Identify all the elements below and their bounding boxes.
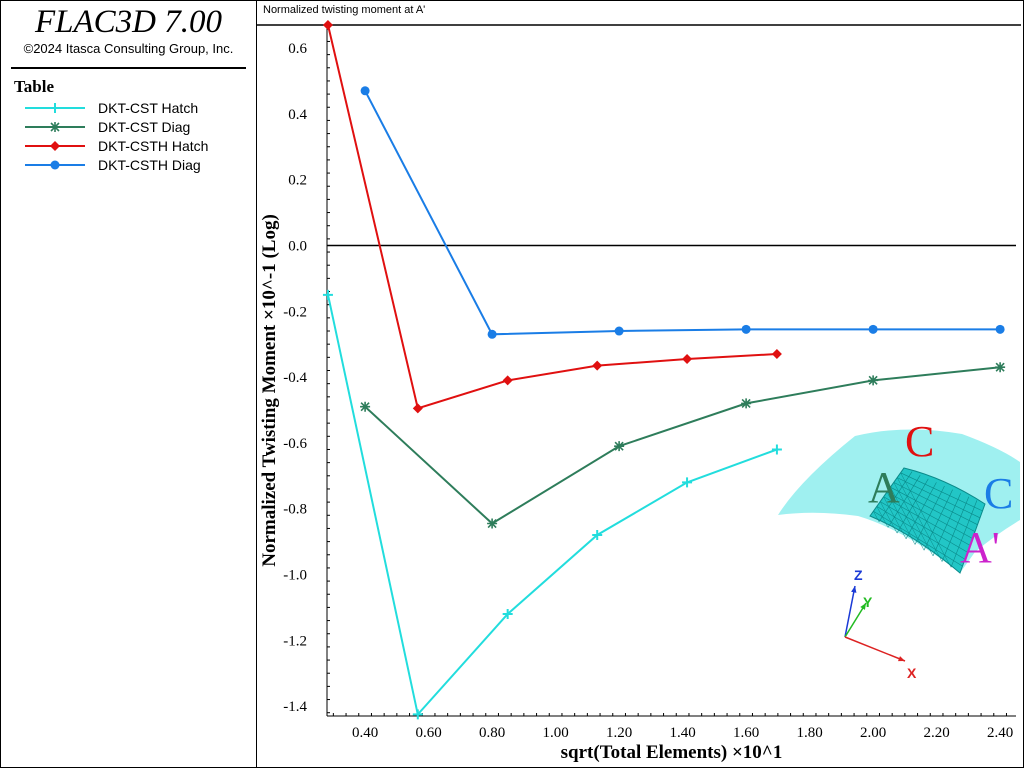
data-point bbox=[322, 289, 333, 300]
data-point bbox=[868, 375, 879, 386]
data-point bbox=[592, 530, 603, 541]
data-point bbox=[995, 362, 1006, 373]
mesh-patch bbox=[869, 467, 986, 574]
x-tick-label: 0.40 bbox=[352, 725, 378, 741]
legend-swatch bbox=[25, 103, 85, 113]
data-point bbox=[741, 398, 752, 409]
inset-point-label: A' bbox=[960, 523, 1000, 572]
triad-axis-label: X bbox=[907, 665, 917, 681]
copyright-text: ©2024 Itasca Consulting Group, Inc. bbox=[23, 41, 234, 56]
legend-item: DKT-CST Hatch bbox=[23, 99, 253, 117]
series-group bbox=[360, 362, 1006, 529]
triad-axis bbox=[844, 585, 856, 638]
x-axis-label: sqrt(Total Elements) ×10^1 bbox=[561, 742, 783, 763]
title-divider bbox=[11, 67, 246, 69]
inset-point-label: C bbox=[905, 417, 934, 466]
legend-item: DKT-CSTH Hatch bbox=[23, 137, 253, 155]
y-tick-label: -1.0 bbox=[283, 568, 307, 584]
series-line bbox=[364, 90, 1001, 336]
legend-heading: Table bbox=[14, 77, 55, 96]
x-tick-label: 0.80 bbox=[479, 725, 505, 741]
data-point bbox=[868, 324, 878, 334]
data-point bbox=[771, 349, 782, 360]
x-tick-label: 1.00 bbox=[542, 725, 568, 741]
data-point bbox=[995, 324, 1005, 334]
data-point bbox=[322, 20, 333, 30]
legend-label: DKT-CSTH Hatch bbox=[98, 138, 209, 154]
data-point bbox=[682, 353, 693, 364]
x-tick-label: 1.80 bbox=[796, 725, 822, 741]
legend-swatch bbox=[25, 160, 85, 170]
y-tick-label: -0.8 bbox=[283, 502, 307, 518]
series-group bbox=[322, 20, 782, 414]
x-tick-label: 1.60 bbox=[733, 725, 759, 741]
data-point bbox=[487, 329, 497, 339]
plot-title: Normalized twisting moment at A' bbox=[263, 4, 426, 16]
legend-label: DKT-CSTH Diag bbox=[98, 157, 201, 173]
data-point bbox=[741, 324, 751, 334]
legend-swatch bbox=[25, 122, 85, 132]
y-tick-label: 0.6 bbox=[288, 41, 307, 57]
triad-axis bbox=[844, 636, 906, 662]
data-point bbox=[592, 360, 603, 371]
x-tick-label: 1.40 bbox=[669, 725, 695, 741]
y-tick-label: 0.0 bbox=[288, 238, 307, 254]
y-tick-label: 0.4 bbox=[288, 107, 307, 123]
model-inset: CA CA' bbox=[778, 417, 1020, 574]
legend-swatch bbox=[25, 141, 85, 151]
y-tick-label: -0.6 bbox=[283, 436, 307, 452]
legend-label: DKT-CST Hatch bbox=[98, 100, 199, 116]
legend-item: DKT-CST Diag bbox=[23, 118, 253, 136]
series-line bbox=[327, 24, 777, 410]
axis-triad: ZY X bbox=[844, 567, 917, 681]
legend-item: DKT-CSTH Diag bbox=[23, 156, 253, 174]
legend-label: DKT-CST Diag bbox=[98, 119, 191, 135]
app-title: FLAC3D 7.00 bbox=[34, 4, 222, 40]
y-tick-label: -1.4 bbox=[283, 699, 307, 715]
data-point bbox=[360, 86, 370, 96]
y-tick-label: -1.2 bbox=[283, 633, 307, 649]
data-point bbox=[502, 375, 513, 386]
x-tick-label: 1.20 bbox=[606, 725, 632, 741]
data-point bbox=[412, 709, 423, 720]
data-point bbox=[614, 441, 625, 452]
x-tick-label: 2.40 bbox=[987, 725, 1013, 741]
inset-point-label: A bbox=[868, 463, 900, 512]
y-axis-label: Normalized Twisting Moment ×10^-1 (Log) bbox=[259, 214, 280, 567]
data-point bbox=[487, 518, 498, 529]
data-point bbox=[502, 608, 513, 619]
x-tick-label: 2.20 bbox=[923, 725, 949, 741]
data-point bbox=[771, 444, 782, 455]
triad-axis bbox=[844, 602, 867, 638]
y-tick-label: -0.4 bbox=[283, 370, 307, 386]
legend-marker bbox=[50, 122, 60, 132]
legend-panel: FLAC3D 7.00 ©2024 Itasca Consulting Grou… bbox=[0, 0, 257, 768]
series-line bbox=[327, 294, 778, 717]
triad-axis-label: Y bbox=[863, 594, 873, 610]
series-group bbox=[322, 289, 782, 720]
data-point bbox=[614, 326, 624, 336]
legend-marker bbox=[50, 160, 60, 170]
data-point bbox=[360, 401, 371, 412]
x-tick-label: 2.00 bbox=[860, 725, 886, 741]
triad-axis-label: Z bbox=[854, 567, 863, 583]
series-group bbox=[360, 86, 1005, 339]
series-line bbox=[364, 366, 1001, 525]
y-tick-label: 0.2 bbox=[288, 173, 307, 189]
legend-marker bbox=[50, 141, 60, 151]
inset-point-label: C bbox=[984, 469, 1013, 518]
y-tick-label: -0.2 bbox=[283, 304, 307, 320]
legend-marker bbox=[50, 103, 60, 113]
data-point bbox=[682, 477, 693, 488]
x-tick-label: 0.60 bbox=[415, 725, 441, 741]
data-point bbox=[412, 403, 423, 414]
